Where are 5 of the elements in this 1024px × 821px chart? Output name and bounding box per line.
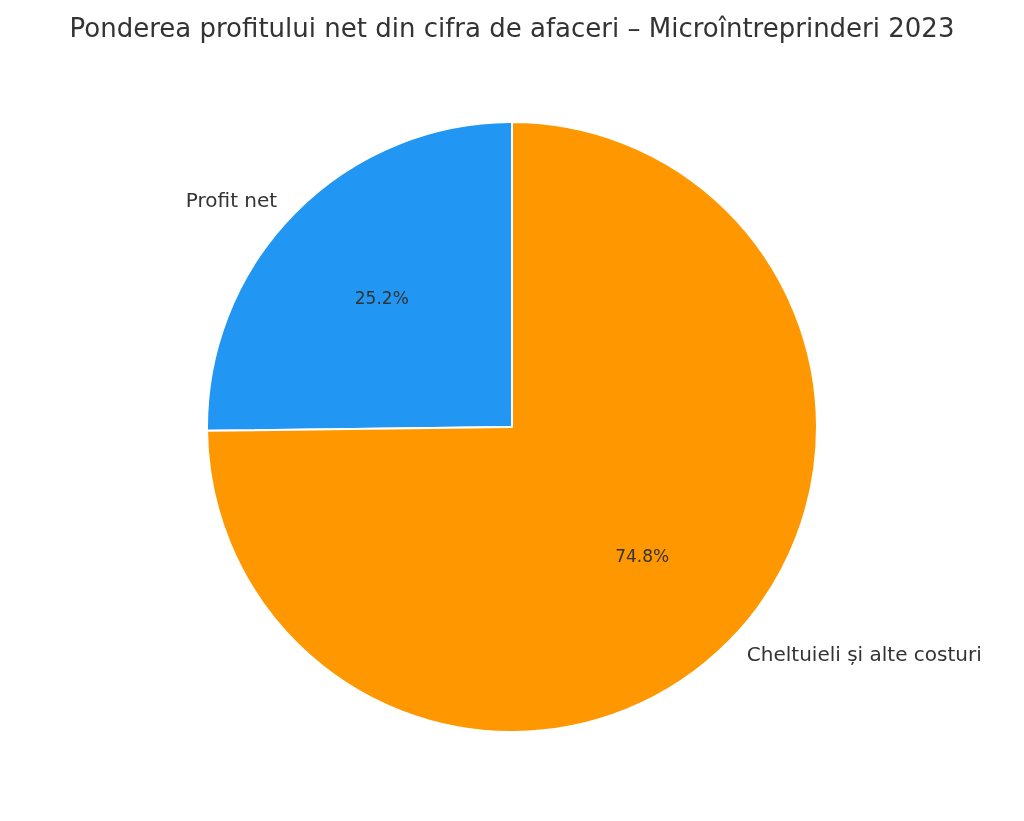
chart-title: Ponderea profitului net din cifra de afaceri – Microîntreprinderi 2023 bbox=[69, 13, 955, 43]
slice-label: Profit net bbox=[185, 188, 278, 213]
data-label: 74.8% bbox=[615, 545, 670, 566]
slice-label: Cheltuieli și alte costuri bbox=[746, 641, 982, 666]
data-label: 25.2% bbox=[354, 288, 409, 309]
